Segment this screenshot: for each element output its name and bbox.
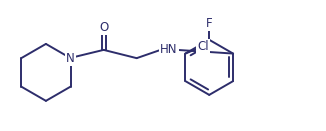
Text: Cl: Cl bbox=[197, 40, 209, 53]
Text: O: O bbox=[99, 21, 108, 34]
Text: F: F bbox=[206, 17, 213, 30]
Text: N: N bbox=[66, 52, 75, 65]
Text: HN: HN bbox=[160, 43, 178, 56]
